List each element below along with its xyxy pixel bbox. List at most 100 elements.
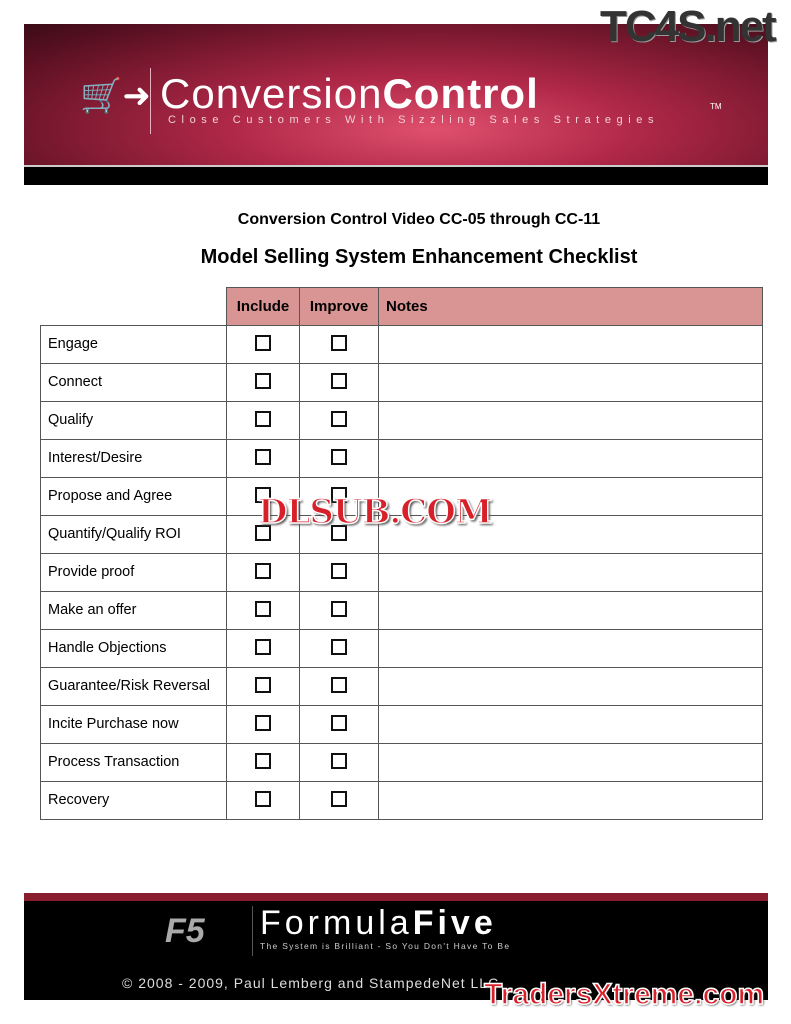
notes-cell[interactable] [378,553,763,592]
trademark: TM [710,102,722,111]
table-row: Process Transaction [40,743,763,782]
table-row: Connect [40,363,763,402]
row-label: Handle Objections [40,629,227,668]
divider [252,906,253,956]
include-checkbox[interactable] [255,486,271,503]
footer-brand: FormulaFive [260,904,497,942]
formula-five-logo-icon: F5 [165,912,205,950]
table-row: Handle Objections [40,629,763,668]
improve-cell [299,591,379,630]
notes-cell[interactable] [378,401,763,440]
copyright: © 2008 - 2009, Paul Lemberg and Stampede… [122,975,500,991]
improve-cell [299,781,379,820]
row-label: Propose and Agree [40,477,227,516]
include-cell [226,401,300,440]
divider [150,68,151,134]
include-checkbox[interactable] [255,752,271,769]
improve-cell [299,553,379,592]
footer-tagline: The System is Brilliant - So You Don't H… [260,941,511,951]
include-cell [226,743,300,782]
include-checkbox[interactable] [255,638,271,655]
improve-checkbox[interactable] [331,448,347,465]
improve-checkbox[interactable] [331,486,347,503]
improve-checkbox[interactable] [331,790,347,807]
include-checkbox[interactable] [255,410,271,427]
table-row: Provide proof [40,553,763,592]
header-banner [24,24,768,165]
improve-cell [299,363,379,402]
document-title: Model Selling System Enhancement Checkli… [200,246,638,268]
notes-cell[interactable] [378,667,763,706]
table-row: Make an offer [40,591,763,630]
table-row: Interest/Desire [40,439,763,478]
footer-stripe [24,893,768,901]
improve-checkbox[interactable] [331,562,347,579]
row-label: Incite Purchase now [40,705,227,744]
improve-checkbox[interactable] [331,638,347,655]
row-label: Process Transaction [40,743,227,782]
improve-checkbox[interactable] [331,676,347,693]
include-cell [226,781,300,820]
include-cell [226,325,300,364]
improve-cell [299,667,379,706]
improve-checkbox[interactable] [331,334,347,351]
improve-checkbox[interactable] [331,410,347,427]
include-checkbox[interactable] [255,334,271,351]
improve-cell [299,325,379,364]
document-subtitle: Conversion Control Video CC-05 through C… [237,211,601,228]
table-row: Guarantee/Risk Reversal [40,667,763,706]
include-checkbox[interactable] [255,676,271,693]
row-label: Make an offer [40,591,227,630]
improve-checkbox[interactable] [331,524,347,541]
shopping-cart-icon: 🛒➜ [80,77,151,115]
watermark-middle: DLSUB.COM [257,491,493,533]
improve-checkbox[interactable] [331,714,347,731]
table-row: Propose and Agree [40,477,763,516]
include-cell [226,477,300,516]
notes-cell[interactable] [378,629,763,668]
include-cell [226,363,300,402]
include-cell [226,591,300,630]
table-row: Qualify [40,401,763,440]
row-label: Qualify [40,401,227,440]
row-label: Guarantee/Risk Reversal [40,667,227,706]
notes-cell[interactable] [378,705,763,744]
include-checkbox[interactable] [255,562,271,579]
notes-cell[interactable] [378,515,763,554]
row-label: Interest/Desire [40,439,227,478]
include-cell [226,439,300,478]
improve-cell [299,401,379,440]
row-label: Connect [40,363,227,402]
include-checkbox[interactable] [255,790,271,807]
include-checkbox[interactable] [255,600,271,617]
include-cell [226,629,300,668]
improve-checkbox[interactable] [331,372,347,389]
improve-checkbox[interactable] [331,752,347,769]
improve-checkbox[interactable] [331,600,347,617]
include-checkbox[interactable] [255,714,271,731]
improve-cell [299,743,379,782]
header-include: Include [226,287,300,326]
include-checkbox[interactable] [255,372,271,389]
notes-cell[interactable] [378,325,763,364]
notes-cell[interactable] [378,591,763,630]
table-row: Quantify/Qualify ROI [40,515,763,554]
table-row: Recovery [40,781,763,820]
notes-cell[interactable] [378,743,763,782]
notes-cell[interactable] [378,363,763,402]
table-row: Incite Purchase now [40,705,763,744]
row-label: Provide proof [40,553,227,592]
improve-cell [299,439,379,478]
include-cell [226,553,300,592]
notes-cell[interactable] [378,439,763,478]
notes-cell[interactable] [378,781,763,820]
row-label: Recovery [40,781,227,820]
improve-cell [299,515,379,554]
include-cell [226,515,300,554]
include-cell [226,667,300,706]
include-checkbox[interactable] [255,524,271,541]
header-bar [24,165,768,185]
improve-cell [299,705,379,744]
include-checkbox[interactable] [255,448,271,465]
table-row: Engage [40,325,763,364]
